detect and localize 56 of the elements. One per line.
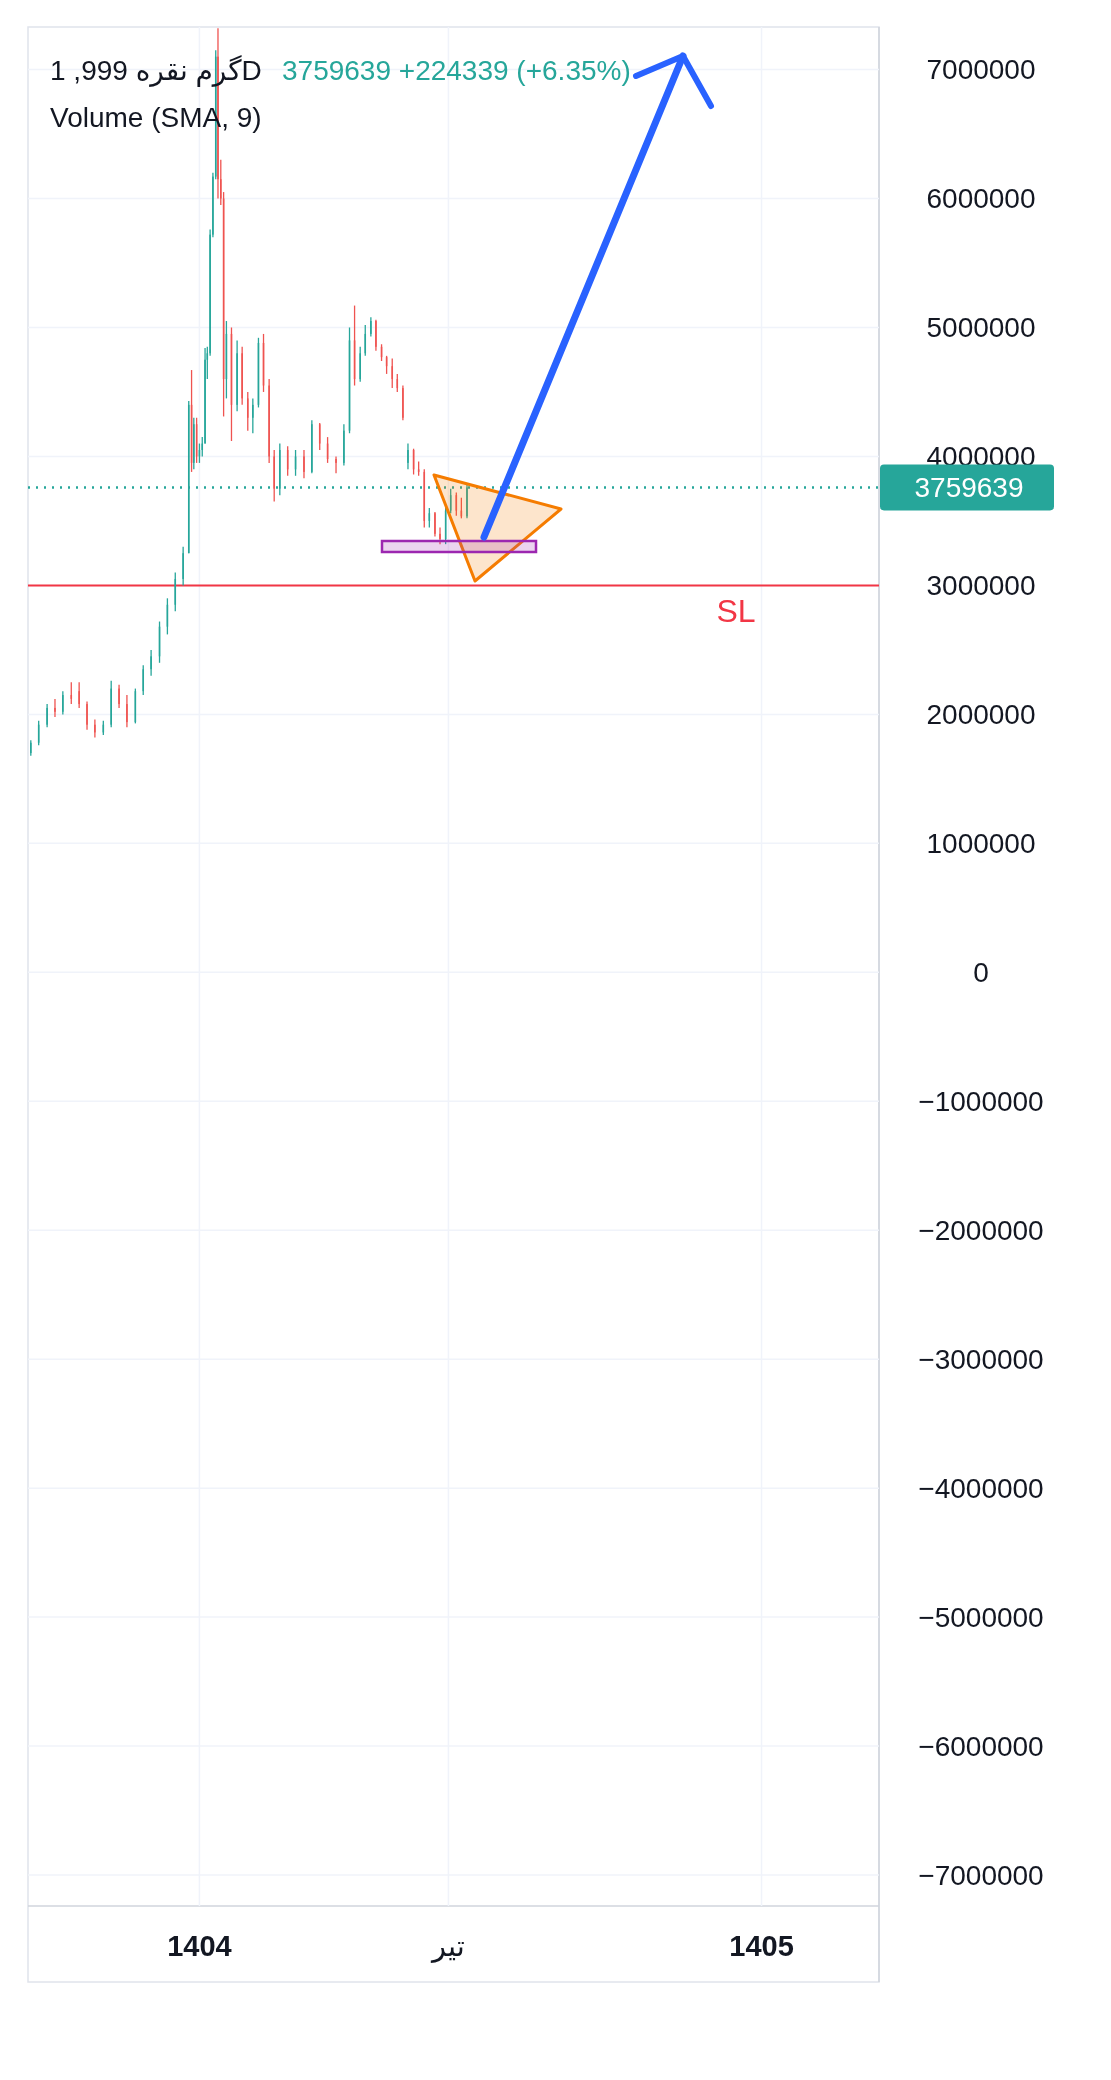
ref-line-label: 3759639 bbox=[914, 471, 1024, 503]
candlestick bbox=[150, 649, 152, 677]
candlestick bbox=[126, 694, 128, 728]
candlestick bbox=[335, 455, 337, 474]
y-tick-label: −6000000 bbox=[918, 1730, 1044, 1762]
candlestick bbox=[46, 703, 48, 728]
candlestick bbox=[86, 700, 88, 731]
candlestick bbox=[236, 339, 238, 412]
candlestick bbox=[246, 391, 249, 432]
candlestick bbox=[311, 419, 313, 474]
candlestick bbox=[343, 423, 345, 467]
candlestick bbox=[303, 449, 305, 480]
y-tick-label: −7000000 bbox=[918, 1859, 1044, 1891]
candlestick bbox=[118, 684, 120, 709]
candlestick bbox=[434, 511, 436, 538]
candlestick bbox=[94, 718, 96, 739]
y-tick-label: 4000000 bbox=[926, 440, 1036, 472]
candlestick bbox=[70, 681, 73, 705]
candlestick bbox=[110, 680, 112, 728]
candlestick bbox=[273, 449, 275, 503]
candlestick bbox=[370, 316, 372, 338]
y-tick-label: 2000000 bbox=[926, 698, 1036, 730]
y-tick-label: 0 bbox=[973, 956, 989, 988]
y-tick-label: 7000000 bbox=[926, 54, 1036, 86]
ref-line-label: SL bbox=[716, 593, 756, 630]
x-tick-label: تیر bbox=[430, 1930, 465, 1963]
candlestick bbox=[78, 681, 80, 709]
candlestick bbox=[402, 384, 404, 421]
y-tick-label: 1000000 bbox=[926, 827, 1036, 859]
candlestick bbox=[359, 346, 361, 383]
y-tick-label: −1000000 bbox=[918, 1085, 1044, 1117]
y-tick-label: −4000000 bbox=[918, 1472, 1044, 1504]
y-tick-label: 6000000 bbox=[926, 183, 1036, 215]
y-tick-label: −2000000 bbox=[918, 1214, 1044, 1246]
x-tick-label: 1404 bbox=[167, 1930, 232, 1962]
candlestick bbox=[142, 664, 145, 696]
y-tick-label: 5000000 bbox=[926, 311, 1036, 343]
candlestick bbox=[318, 422, 321, 451]
candlestick bbox=[54, 698, 56, 718]
candlestick bbox=[182, 546, 184, 587]
candlestick bbox=[439, 526, 441, 545]
candlestick bbox=[252, 397, 254, 434]
candlestick bbox=[375, 319, 377, 352]
candlestick bbox=[30, 739, 32, 757]
x-tick-label: 1405 bbox=[729, 1930, 794, 1962]
candlestick bbox=[241, 346, 243, 406]
text: 3759639 +224339 (+6.35%) bbox=[282, 55, 631, 86]
candlestick bbox=[364, 324, 367, 357]
candlestick bbox=[268, 378, 270, 464]
y-tick-label: −3000000 bbox=[918, 1343, 1044, 1375]
candlestick bbox=[407, 442, 409, 470]
candlestick bbox=[62, 690, 64, 716]
y-tick-label: −5000000 bbox=[918, 1601, 1044, 1633]
candlestick bbox=[193, 417, 195, 470]
y-tick-label: 3000000 bbox=[926, 569, 1036, 601]
candlestick bbox=[391, 357, 394, 389]
